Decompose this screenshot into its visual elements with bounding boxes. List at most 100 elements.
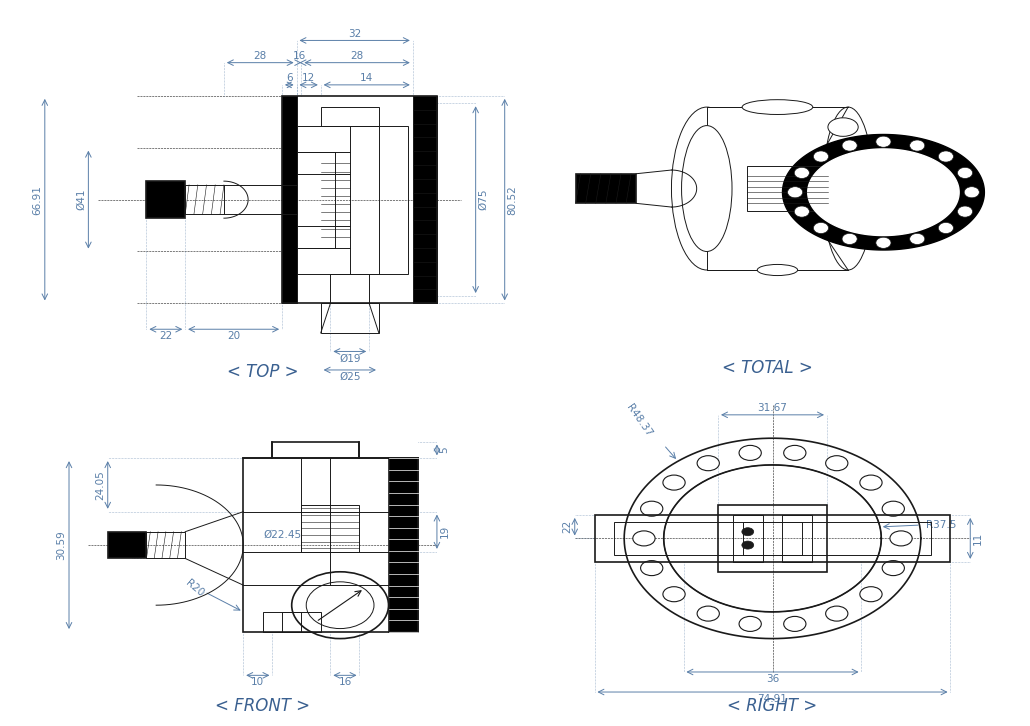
Ellipse shape xyxy=(828,118,858,136)
Text: 16: 16 xyxy=(293,51,306,61)
Text: Ø75: Ø75 xyxy=(478,189,488,211)
Bar xyxy=(350,126,408,274)
Circle shape xyxy=(794,168,810,179)
Circle shape xyxy=(938,151,954,162)
Bar xyxy=(747,166,828,211)
Text: < FRONT >: < FRONT > xyxy=(215,698,310,715)
Circle shape xyxy=(876,237,891,248)
Bar xyxy=(108,531,146,558)
Bar xyxy=(243,458,417,632)
Text: 32: 32 xyxy=(348,28,362,38)
Text: 19: 19 xyxy=(440,525,449,539)
Text: Ø19: Ø19 xyxy=(339,354,360,363)
Text: 5: 5 xyxy=(440,446,449,453)
Ellipse shape xyxy=(826,456,848,470)
Ellipse shape xyxy=(641,501,663,516)
Text: R20: R20 xyxy=(184,578,206,599)
Text: 22: 22 xyxy=(160,331,172,341)
Bar xyxy=(413,96,437,303)
Bar xyxy=(146,531,185,558)
Ellipse shape xyxy=(663,587,685,602)
Bar xyxy=(594,515,951,562)
Text: 80.52: 80.52 xyxy=(507,185,517,214)
Bar xyxy=(297,126,379,274)
Text: < RIGHT >: < RIGHT > xyxy=(727,698,818,715)
Circle shape xyxy=(964,187,980,197)
Text: Ø25: Ø25 xyxy=(339,372,360,382)
Text: 31.67: 31.67 xyxy=(757,403,788,413)
Text: 24.05: 24.05 xyxy=(96,470,105,499)
Bar xyxy=(718,505,827,572)
Circle shape xyxy=(958,168,972,179)
Text: 12: 12 xyxy=(302,73,315,83)
Text: Ø22.45: Ø22.45 xyxy=(263,530,301,540)
Bar xyxy=(282,612,302,632)
Ellipse shape xyxy=(641,560,663,576)
Text: 28: 28 xyxy=(253,51,267,61)
Ellipse shape xyxy=(882,501,904,516)
Bar xyxy=(614,522,931,555)
Ellipse shape xyxy=(672,107,742,270)
Bar xyxy=(783,515,812,562)
Polygon shape xyxy=(783,134,985,250)
Circle shape xyxy=(814,151,828,162)
Ellipse shape xyxy=(823,107,873,270)
Bar xyxy=(302,505,359,552)
Polygon shape xyxy=(808,149,959,235)
Text: 28: 28 xyxy=(350,51,364,61)
Bar xyxy=(282,96,297,303)
Bar xyxy=(263,612,320,632)
Ellipse shape xyxy=(890,531,913,546)
Bar xyxy=(320,107,379,126)
Text: 36: 36 xyxy=(766,674,779,684)
Circle shape xyxy=(958,206,972,217)
Bar xyxy=(707,107,848,270)
Ellipse shape xyxy=(826,606,848,621)
Text: 20: 20 xyxy=(227,331,240,341)
Text: R48.37: R48.37 xyxy=(624,402,654,439)
Text: < TOP >: < TOP > xyxy=(227,363,299,381)
Text: 14: 14 xyxy=(360,73,373,83)
Ellipse shape xyxy=(682,126,732,251)
Bar xyxy=(743,522,802,555)
Circle shape xyxy=(742,541,754,549)
Bar xyxy=(282,96,437,303)
Ellipse shape xyxy=(632,531,655,546)
Text: Ø41: Ø41 xyxy=(76,189,85,211)
Text: 30.59: 30.59 xyxy=(57,530,67,560)
Ellipse shape xyxy=(757,264,797,276)
Text: 11: 11 xyxy=(972,531,983,545)
Circle shape xyxy=(742,528,754,536)
Ellipse shape xyxy=(663,475,685,490)
Ellipse shape xyxy=(860,475,882,490)
Bar xyxy=(388,458,417,632)
Bar xyxy=(576,174,637,203)
Text: 10: 10 xyxy=(251,677,265,687)
Bar xyxy=(733,515,762,562)
Circle shape xyxy=(843,233,857,245)
Circle shape xyxy=(788,187,802,197)
Ellipse shape xyxy=(697,456,719,470)
Ellipse shape xyxy=(742,99,813,115)
Text: 16: 16 xyxy=(338,677,351,687)
Ellipse shape xyxy=(697,606,719,621)
Circle shape xyxy=(909,233,925,245)
Text: < TOTAL >: < TOTAL > xyxy=(722,359,813,378)
Bar xyxy=(185,185,224,214)
Ellipse shape xyxy=(882,560,904,576)
Bar xyxy=(272,441,359,458)
Circle shape xyxy=(794,206,810,217)
Ellipse shape xyxy=(740,445,761,460)
Circle shape xyxy=(909,140,925,151)
Text: 66.91: 66.91 xyxy=(32,184,42,215)
Circle shape xyxy=(814,222,828,234)
Circle shape xyxy=(938,222,954,234)
Text: Ø14: Ø14 xyxy=(119,534,130,556)
Text: 22: 22 xyxy=(562,520,573,534)
Bar xyxy=(297,152,336,248)
Text: 74.91: 74.91 xyxy=(757,694,788,703)
Text: 6: 6 xyxy=(286,73,293,83)
Bar xyxy=(320,303,379,333)
Text: R37.5: R37.5 xyxy=(926,520,956,530)
Ellipse shape xyxy=(860,587,882,602)
